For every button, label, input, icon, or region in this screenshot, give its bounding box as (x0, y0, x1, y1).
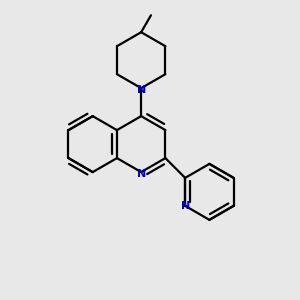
Text: N: N (136, 169, 146, 178)
Text: N: N (136, 85, 146, 94)
Text: N: N (181, 201, 190, 211)
